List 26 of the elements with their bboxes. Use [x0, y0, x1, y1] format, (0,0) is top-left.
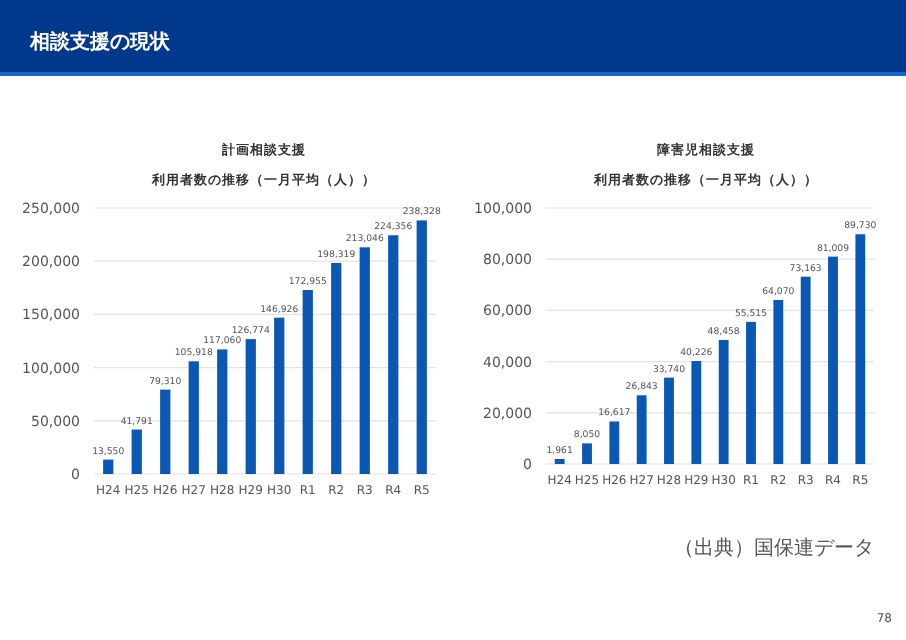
bar: [388, 235, 399, 474]
bar: [131, 429, 142, 474]
bar: [636, 395, 647, 464]
bar: [800, 276, 811, 464]
bar: [582, 443, 592, 464]
bar: [217, 349, 228, 474]
bar: [609, 421, 620, 464]
bar: [664, 377, 674, 464]
bar: [746, 321, 756, 464]
bar: [718, 339, 729, 464]
bar: [188, 361, 199, 474]
bar: [103, 459, 114, 474]
bar: [773, 299, 784, 464]
bar: [359, 247, 370, 474]
bar: [274, 317, 285, 474]
bar: [691, 361, 702, 464]
bar: [331, 262, 342, 474]
bar: [554, 458, 565, 464]
bar: [855, 234, 866, 464]
text: （出典）国保連データ: [674, 536, 874, 560]
bar: [416, 220, 427, 474]
text: 相談支援の現状: [28, 30, 172, 54]
bar: [160, 389, 171, 474]
bar: [302, 289, 313, 474]
bar: [245, 339, 256, 474]
bar: [828, 256, 838, 464]
